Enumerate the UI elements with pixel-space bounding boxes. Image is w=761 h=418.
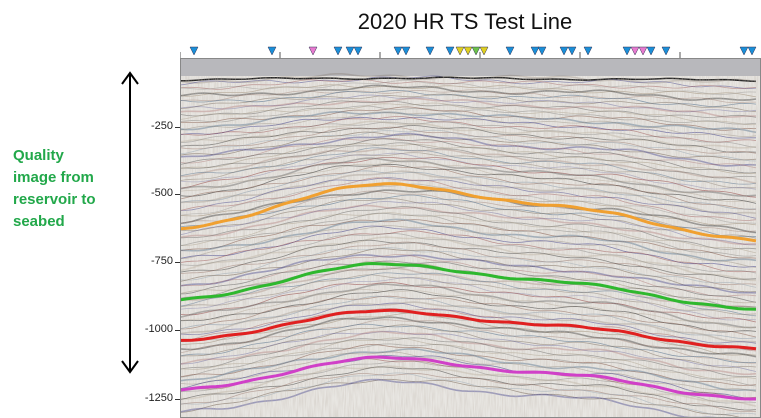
well-marker-icon [393, 46, 403, 56]
well-marker-icon [747, 46, 757, 56]
quality-callout: Quality image from reservoir to seabed [13, 145, 133, 233]
callout-line-1: Quality [13, 147, 64, 164]
well-marker-icon [646, 46, 656, 56]
well-marker-icon [308, 46, 318, 56]
well-marker-icon [537, 46, 547, 56]
well-marker-icon [353, 46, 363, 56]
depth-tick [175, 127, 181, 128]
water-column-bar [180, 58, 761, 76]
well-marker-icon [189, 46, 199, 56]
well-marker-icon [463, 46, 473, 56]
horizon-group [180, 182, 757, 401]
callout-line-4: seabed [13, 213, 65, 230]
depth-tick [175, 330, 181, 331]
well-marker-strip [180, 46, 757, 60]
depth-tick-label: -1000 [144, 323, 173, 335]
slide-title: 2020 HR TS Test Line [357, 9, 573, 34]
orange-horizon-line [180, 182, 757, 243]
well-marker-icon [567, 46, 577, 56]
well-marker-icon [739, 46, 749, 56]
well-marker-icon [345, 46, 355, 56]
well-marker-icon [638, 46, 648, 56]
seismic-section [180, 58, 761, 418]
well-marker-icon [479, 46, 489, 56]
well-marker-icon [583, 46, 593, 56]
double-arrow-icon [121, 71, 139, 374]
green-horizon-line [180, 261, 757, 311]
well-marker-icon [267, 46, 277, 56]
well-marker-icon [622, 46, 632, 56]
well-marker-icon [530, 46, 540, 56]
well-marker-icon [630, 46, 640, 56]
depth-tick-label: -250 [150, 120, 173, 132]
depth-tick [175, 262, 181, 263]
callout-line-3: reservoir to [13, 191, 96, 208]
depth-tick-label: -500 [150, 187, 173, 199]
well-marker-icon [401, 46, 411, 56]
well-marker-icon [661, 46, 671, 56]
well-marker-icon [425, 46, 435, 56]
callout-line-2: image from [13, 169, 94, 186]
well-marker-icon [455, 46, 465, 56]
well-marker-icon [505, 46, 515, 56]
well-marker-icon [471, 46, 481, 56]
depth-tick [175, 399, 181, 400]
depth-tick [175, 194, 181, 195]
depth-tick-label: -750 [150, 255, 173, 267]
depth-tick-label: -1250 [144, 392, 173, 404]
red-horizon-line [180, 308, 757, 351]
seismic-noise [180, 76, 761, 418]
well-marker-icon [333, 46, 343, 56]
well-marker-icon [559, 46, 569, 56]
well-marker-icon [445, 46, 455, 56]
magenta-horizon-line [180, 355, 756, 401]
